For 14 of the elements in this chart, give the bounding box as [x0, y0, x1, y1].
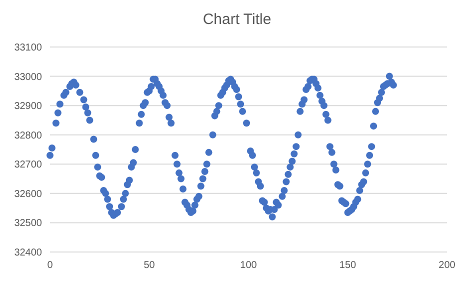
x-tick-label: 0	[47, 260, 54, 271]
x-tick-label: 100	[240, 260, 258, 271]
y-tick-label: 32600	[14, 188, 42, 200]
y-tick-label: 33000	[14, 72, 42, 83]
x-tick-label: 50	[144, 260, 156, 271]
y-tick-label: 32800	[14, 130, 42, 142]
x-tick-label: 200	[438, 260, 456, 271]
y-tick-label: 32500	[14, 218, 42, 230]
x-tick-label: 150	[339, 260, 357, 271]
y-tick-label: 33100	[14, 42, 42, 54]
y-tick-label: 32400	[14, 248, 42, 258]
y-tick-label: 32700	[14, 160, 42, 171]
chart-title: Chart Title	[202, 11, 272, 28]
y-tick-label: 32900	[14, 101, 42, 112]
